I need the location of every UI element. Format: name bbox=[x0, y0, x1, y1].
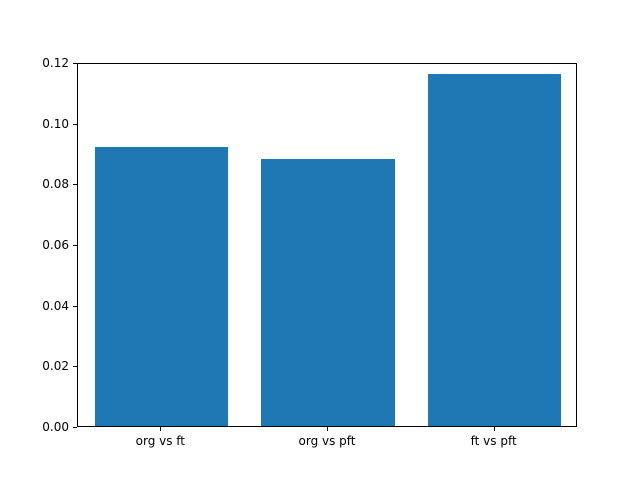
plot-area bbox=[77, 63, 577, 427]
y-tick-label: 0.06 bbox=[42, 238, 69, 252]
y-tick-mark bbox=[73, 123, 77, 125]
y-tick-mark bbox=[73, 427, 77, 428]
y-tick-mark bbox=[73, 63, 77, 64]
x-tick-mark bbox=[327, 427, 328, 431]
y-tick-label: 0.04 bbox=[42, 298, 69, 313]
bar bbox=[261, 159, 395, 426]
y-tick-label: 0.08 bbox=[42, 177, 69, 192]
y-tick-label: 0.02 bbox=[42, 359, 69, 374]
y-tick-mark bbox=[73, 305, 77, 307]
y-tick-label: 0.00 bbox=[42, 420, 69, 434]
x-tick-label: org vs ft bbox=[135, 434, 186, 448]
y-tick-label: 0.12 bbox=[42, 56, 69, 70]
y-tick-label: 0.10 bbox=[42, 116, 69, 131]
y-tick-mark bbox=[73, 366, 77, 368]
y-tick-mark bbox=[73, 245, 77, 246]
x-tick-mark bbox=[160, 427, 162, 431]
x-tick-label: ft vs pft bbox=[470, 434, 517, 448]
x-tick-mark bbox=[493, 427, 495, 431]
y-tick-mark bbox=[73, 184, 77, 186]
x-tick-label: org vs pft bbox=[298, 434, 356, 448]
bar bbox=[94, 146, 228, 426]
bar bbox=[428, 74, 562, 426]
